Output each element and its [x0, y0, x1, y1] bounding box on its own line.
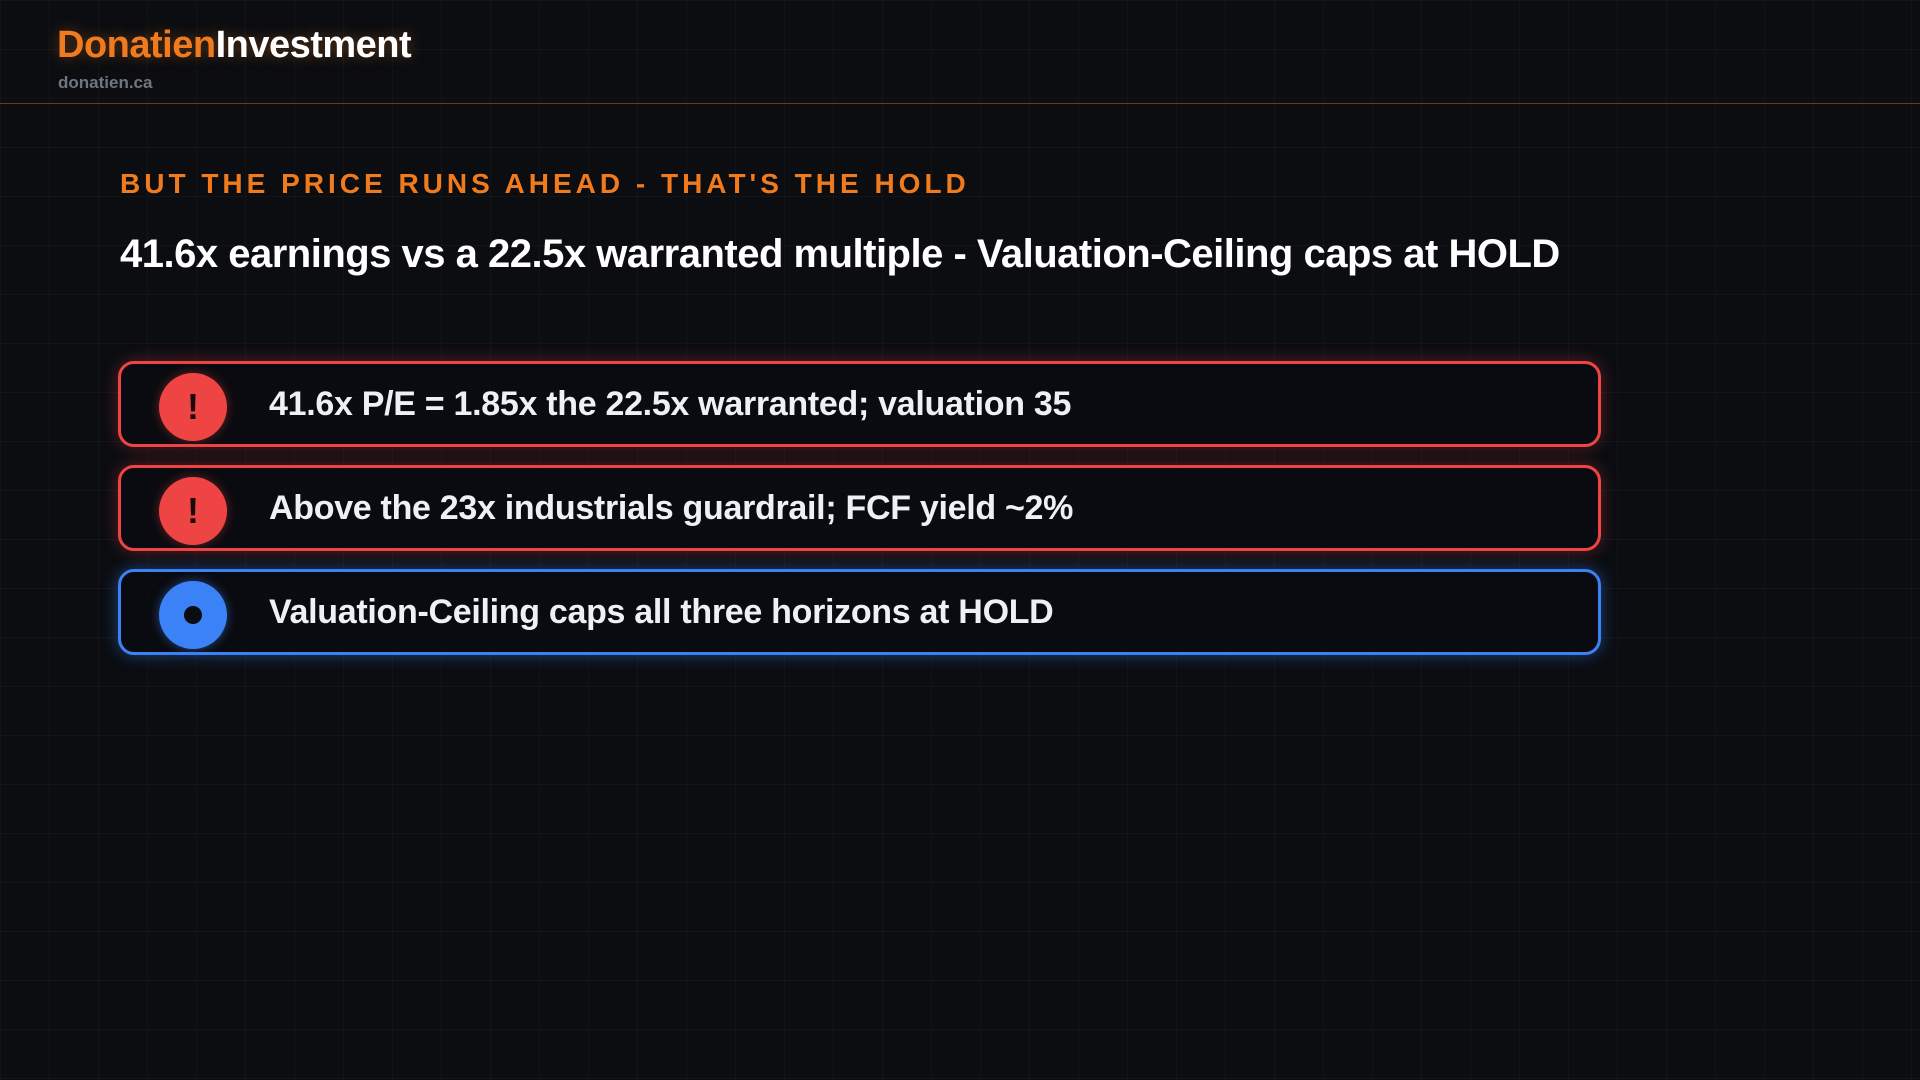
dot-glyph [184, 606, 202, 624]
section-eyebrow: BUT THE PRICE RUNS AHEAD - THAT'S THE HO… [120, 168, 970, 199]
brand-logo: DonatienInvestment [57, 22, 412, 68]
point-text: 41.6x P/E = 1.85x the 22.5x warranted; v… [269, 385, 1072, 423]
brand-name-primary: Donatien [57, 24, 216, 66]
point-list: ! 41.6x P/E = 1.85x the 22.5x warranted;… [118, 361, 1601, 673]
header: DonatienInvestment donatien.ca [0, 0, 1920, 104]
brand-domain: donatien.ca [58, 73, 153, 92]
point-text: Valuation-Ceiling caps all three horizon… [269, 593, 1054, 631]
slide-headline: 41.6x earnings vs a 22.5x warranted mult… [120, 232, 1560, 276]
dot-icon [159, 581, 227, 649]
point-card-info: Valuation-Ceiling caps all three horizon… [118, 569, 1601, 655]
exclamation-icon: ! [159, 477, 227, 545]
point-card-warning: ! 41.6x P/E = 1.85x the 22.5x warranted;… [118, 361, 1601, 447]
point-card-warning: ! Above the 23x industrials guardrail; F… [118, 465, 1601, 551]
point-text: Above the 23x industrials guardrail; FCF… [269, 489, 1074, 527]
brand-name-secondary: Investment [215, 24, 412, 66]
exclamation-icon: ! [159, 373, 227, 441]
